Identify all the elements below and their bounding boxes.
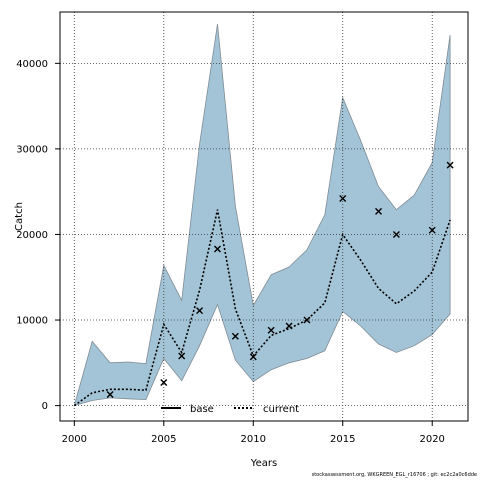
x-tick-label: 2010 [241,434,266,445]
observation-point [160,379,168,386]
x-tick-label: 2005 [151,434,176,445]
y-tick-label: 30000 [16,144,48,155]
x-tick-label: 2020 [419,434,444,445]
x-axis-label: Years [250,458,277,469]
observation-point [375,207,383,215]
observation-layer [106,161,454,398]
y-tick-label: 10000 [16,316,48,327]
observation-point [339,195,347,203]
confidence-band [73,23,451,407]
observation-point [392,230,400,238]
x-axis-ticks: 2000 2005 2010 2015 2020 [62,421,445,445]
legend: base current [161,404,299,415]
footer-credit: stockassessment.org, WKGREEN_EGL_r16706 … [311,472,477,478]
grid-layer [60,12,468,421]
observation-point [249,353,257,361]
x-tick-label: 2015 [330,434,355,445]
y-tick-label: 40000 [16,59,48,70]
observation-point [446,161,454,169]
series-line-layer [73,209,451,407]
observation-point [231,332,239,340]
y-axis-ticks: 0 10000 20000 30000 40000 [16,59,60,412]
y-tick-label: 20000 [16,230,48,241]
y-tick-label: 0 [42,401,48,412]
series-line-current [73,209,451,407]
observation-point [196,307,204,315]
plot-frame [59,11,469,422]
observation-point [178,352,186,360]
legend-label-base: base [190,404,214,415]
observation-point [303,316,311,324]
observation-point [106,390,114,398]
x-tick-label: 2000 [62,434,87,445]
observation-point [213,245,221,253]
observation-point [267,326,275,334]
confidence-band-layer [73,23,451,407]
y-axis-label: Catch [14,202,25,231]
observation-point [285,322,293,330]
legend-label-current: current [263,404,299,415]
observation-point [428,226,436,234]
